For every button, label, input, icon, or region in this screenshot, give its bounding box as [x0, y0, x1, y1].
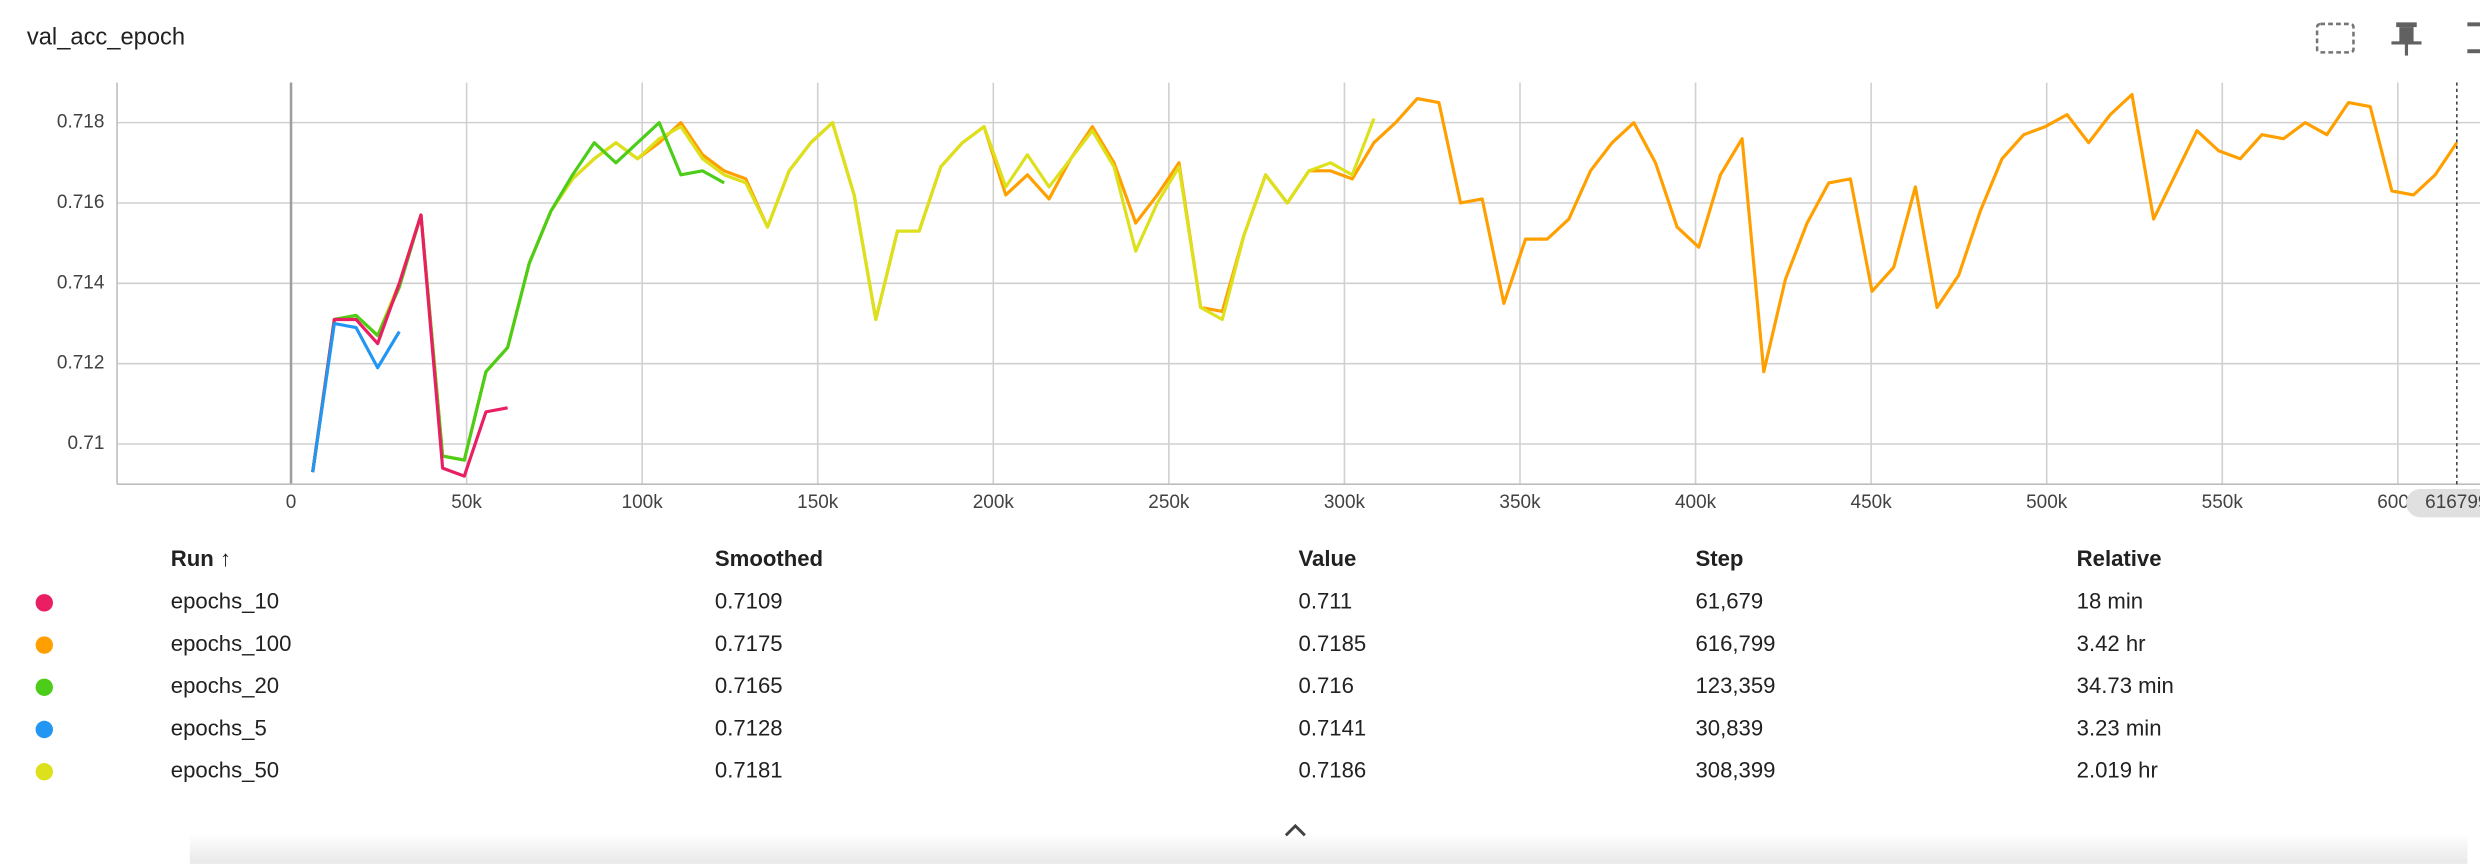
column-header: Relative [2077, 546, 2162, 571]
table-cell: 0.7128 [715, 715, 783, 740]
table-cell: 0.7109 [715, 589, 783, 614]
x-tick-label: 100k [622, 492, 664, 513]
series-line [311, 213, 508, 478]
x-tick-label: 0 [286, 492, 297, 513]
fit-domain-button[interactable] [2315, 22, 2355, 54]
table-cell: 0.7181 [715, 758, 783, 783]
table-cell: 0.7186 [1299, 758, 1367, 783]
table-cell: epochs_5 [171, 715, 267, 740]
grid [117, 82, 2480, 485]
table-cell: 123,359 [1696, 673, 1776, 698]
y-tick-label: 0.718 [57, 112, 104, 133]
table-cell: 61,679 [1696, 589, 1764, 614]
pin-button[interactable] [2391, 22, 2422, 56]
y-tick-label: 0.712 [57, 353, 104, 374]
column-header: Run ↑ [171, 546, 231, 571]
x-tick-label: 150k [797, 492, 839, 513]
column-header: Step [1696, 546, 1744, 571]
x-tick-label: 500k [2026, 492, 2068, 513]
expand-button[interactable] [2467, 22, 2480, 54]
table-cell: epochs_10 [171, 589, 279, 614]
table-cell: epochs_20 [171, 673, 279, 698]
table-cell: 3.23 min [2077, 715, 2162, 740]
table-cell: 0.7185 [1299, 631, 1367, 656]
run-color-dot [35, 636, 53, 654]
x-tick-label: 300k [1324, 492, 1366, 513]
y-tick-label: 0.71 [67, 433, 104, 454]
footer-shade [189, 833, 2468, 864]
run-color-dot [35, 720, 53, 739]
x-tick-label: 50k [451, 492, 482, 513]
table-cell: 0.7141 [1299, 715, 1367, 740]
lines [311, 92, 2459, 478]
series-line [311, 121, 725, 473]
y-tick-label: 0.716 [57, 192, 104, 213]
column-header: Value [1299, 546, 1357, 571]
table-cell: epochs_100 [171, 631, 292, 656]
table-cell: 0.711 [1299, 589, 1353, 614]
x-tick-label: 450k [1851, 492, 1893, 513]
hover-step-label: 616799 [2425, 492, 2480, 513]
x-tick-label: 550k [2202, 492, 2244, 513]
x-tick-label: 200k [973, 492, 1015, 513]
table-cell: 0.716 [1299, 673, 1354, 698]
x-tick-label: 400k [1675, 492, 1717, 513]
series-line [311, 321, 401, 473]
table-cell: 18 min [2077, 589, 2143, 614]
x-tick-label: 250k [1148, 492, 1190, 513]
run-color-dot [35, 594, 53, 612]
table-cell: 30,839 [1696, 715, 1764, 740]
run-color-dot [35, 678, 53, 696]
axes: 0.71 0.712 0.714 0.716 0.718 0 50k 100k 150k 200k… [57, 82, 2480, 518]
hover-step-badge [2406, 488, 2480, 518]
table-cell: 308,399 [1696, 758, 1776, 783]
x-tick-label: 350k [1499, 492, 1541, 513]
card-title: val_acc_epoch [27, 24, 185, 50]
table-cell: 3.42 hr [2077, 631, 2146, 656]
table-cell: 0.7175 [715, 631, 783, 656]
table-cell: 616,799 [1696, 631, 1776, 656]
table-cell: epochs_50 [171, 758, 279, 783]
column-header: Smoothed [715, 546, 823, 571]
series-line [311, 118, 1376, 473]
run-color-dot [35, 763, 53, 781]
table-cell: 0.7165 [715, 673, 783, 698]
table-cell: 34.73 min [2077, 673, 2174, 698]
collapse-button[interactable] [1284, 823, 1306, 837]
table-cell: 2.019 hr [2077, 758, 2158, 783]
y-tick-label: 0.714 [57, 272, 104, 293]
